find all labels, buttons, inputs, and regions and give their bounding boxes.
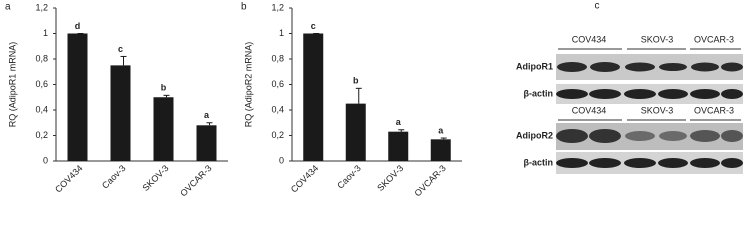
bands: [557, 62, 743, 72]
group-label: COV434: [572, 34, 607, 44]
annotation: c: [118, 44, 123, 54]
x-tick-label: Caov-3: [100, 163, 128, 191]
bar: [110, 65, 131, 161]
figure: a RQ (AdipoR1 mRNA) 0 0,2 0,4 0,6 0,8 1 1,2 d COV4…: [5, 1, 743, 198]
bands: [556, 89, 743, 99]
x-tick-label: Caov-3: [335, 163, 363, 191]
y-tick-label: 0,8: [271, 53, 284, 63]
bar: [153, 97, 174, 161]
row-label: β-actin: [524, 88, 554, 98]
y-tick-label: 0,8: [35, 53, 48, 63]
y-tick-label: 1,2: [35, 2, 48, 12]
panel-label: a: [5, 2, 11, 13]
bands: [556, 158, 743, 168]
group-label: OVCAR-3: [694, 105, 734, 115]
y-tick-label: 0: [279, 155, 284, 165]
panel-label: b: [241, 2, 247, 13]
y-tick-label: 1,2: [271, 2, 284, 12]
y-tick-label: 0,6: [271, 79, 284, 89]
charts: a RQ (AdipoR1 mRNA) 0 0,2 0,4 0,6 0,8 1 1,2 d COV4…: [5, 2, 462, 198]
y-tick-label: 0,4: [271, 104, 284, 114]
y-tick-label: 0,6: [35, 79, 48, 89]
bar: [303, 33, 324, 161]
y-axis-label: RQ (AdipoR2 mRNA): [243, 42, 253, 128]
y-tick-label: 1: [279, 28, 284, 38]
x-tick-label: COV434: [289, 163, 320, 194]
y-tick-label: 0,2: [35, 130, 48, 140]
x-tick-label: SKOV-3: [375, 163, 405, 193]
annotation: b: [353, 76, 359, 86]
group-label: COV434: [572, 105, 607, 115]
annotation: a: [396, 117, 402, 127]
annotation: c: [311, 21, 316, 31]
x-tick-label: OVCAR-3: [178, 163, 213, 198]
y-axis-label: RQ (AdipoR1 mRNA): [7, 42, 17, 128]
group-label: SKOV-3: [641, 105, 674, 115]
bar: [67, 33, 88, 161]
group-label: SKOV-3: [641, 34, 674, 44]
x-tick-label: SKOV-3: [141, 163, 171, 193]
row-label: AdipoR1: [516, 61, 553, 71]
y-tick-label: 0,2: [271, 130, 284, 140]
row-label: β-actin: [524, 157, 554, 167]
group-label: OVCAR-3: [694, 34, 734, 44]
panel-label: c: [595, 1, 600, 12]
row-label: AdipoR2: [516, 130, 553, 140]
y-tick-label: 1: [43, 28, 48, 38]
y-tick-label: 0,4: [35, 104, 48, 114]
annotation: b: [161, 83, 167, 93]
x-tick-label: COV434: [53, 163, 84, 194]
x-tick-label: OVCAR-3: [412, 163, 447, 198]
annotation: d: [75, 21, 81, 31]
bands: [556, 129, 743, 143]
bar: [388, 131, 409, 161]
blot-panel: c COV434 SKOV-3 OVCAR-3 AdipoR1 β-actin …: [516, 1, 743, 174]
annotation: a: [204, 110, 210, 120]
bar: [196, 125, 217, 161]
bar: [430, 139, 451, 161]
y-tick-label: 0: [43, 155, 48, 165]
bar: [345, 103, 366, 161]
annotation: a: [438, 125, 444, 135]
